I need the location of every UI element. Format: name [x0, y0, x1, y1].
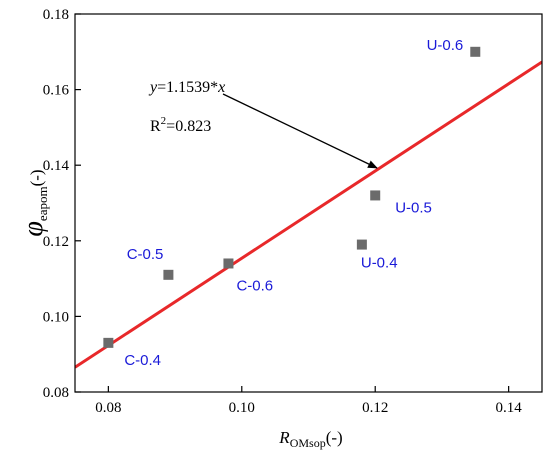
y-tick-label: 0.18	[43, 7, 69, 23]
x-tick-label: 0.14	[496, 400, 523, 416]
x-tick-label: 0.08	[95, 400, 121, 416]
point-label-c-0.5: C-0.5	[127, 246, 164, 263]
fit-r-squared: R2=0.823	[150, 115, 211, 135]
plot-frame	[74, 13, 543, 393]
data-point-c-0.4	[103, 337, 114, 348]
data-point-c-0.5	[163, 269, 174, 280]
y-tick-label: 0.16	[43, 83, 70, 99]
point-label-c-0.6: C-0.6	[236, 277, 273, 294]
y-tick-label: 0.08	[43, 385, 69, 401]
y-tick-label: 0.10	[43, 309, 69, 325]
y-tick-label: 0.14	[43, 158, 70, 174]
x-tick-label: 0.12	[362, 400, 388, 416]
data-point-u-0.4	[356, 239, 367, 250]
fit-equation: y=1.1539*x	[148, 79, 225, 96]
data-point-u-0.5	[370, 190, 381, 201]
fit-annotation-arrow	[222, 93, 378, 169]
data-point-u-0.6	[470, 46, 481, 57]
point-label-u-0.6: U-0.6	[427, 37, 464, 54]
x-tick-label: 0.10	[229, 400, 255, 416]
x-axis-title: ROMsop(-)	[278, 428, 342, 450]
point-label-u-0.5: U-0.5	[395, 199, 432, 216]
point-label-c-0.4: C-0.4	[124, 352, 161, 369]
point-label-u-0.4: U-0.4	[361, 255, 398, 272]
fit-line	[75, 60, 542, 369]
y-axis-title: φeapom(-)	[18, 169, 50, 236]
data-point-c-0.6	[223, 258, 234, 269]
y-tick-label: 0.12	[43, 234, 69, 250]
